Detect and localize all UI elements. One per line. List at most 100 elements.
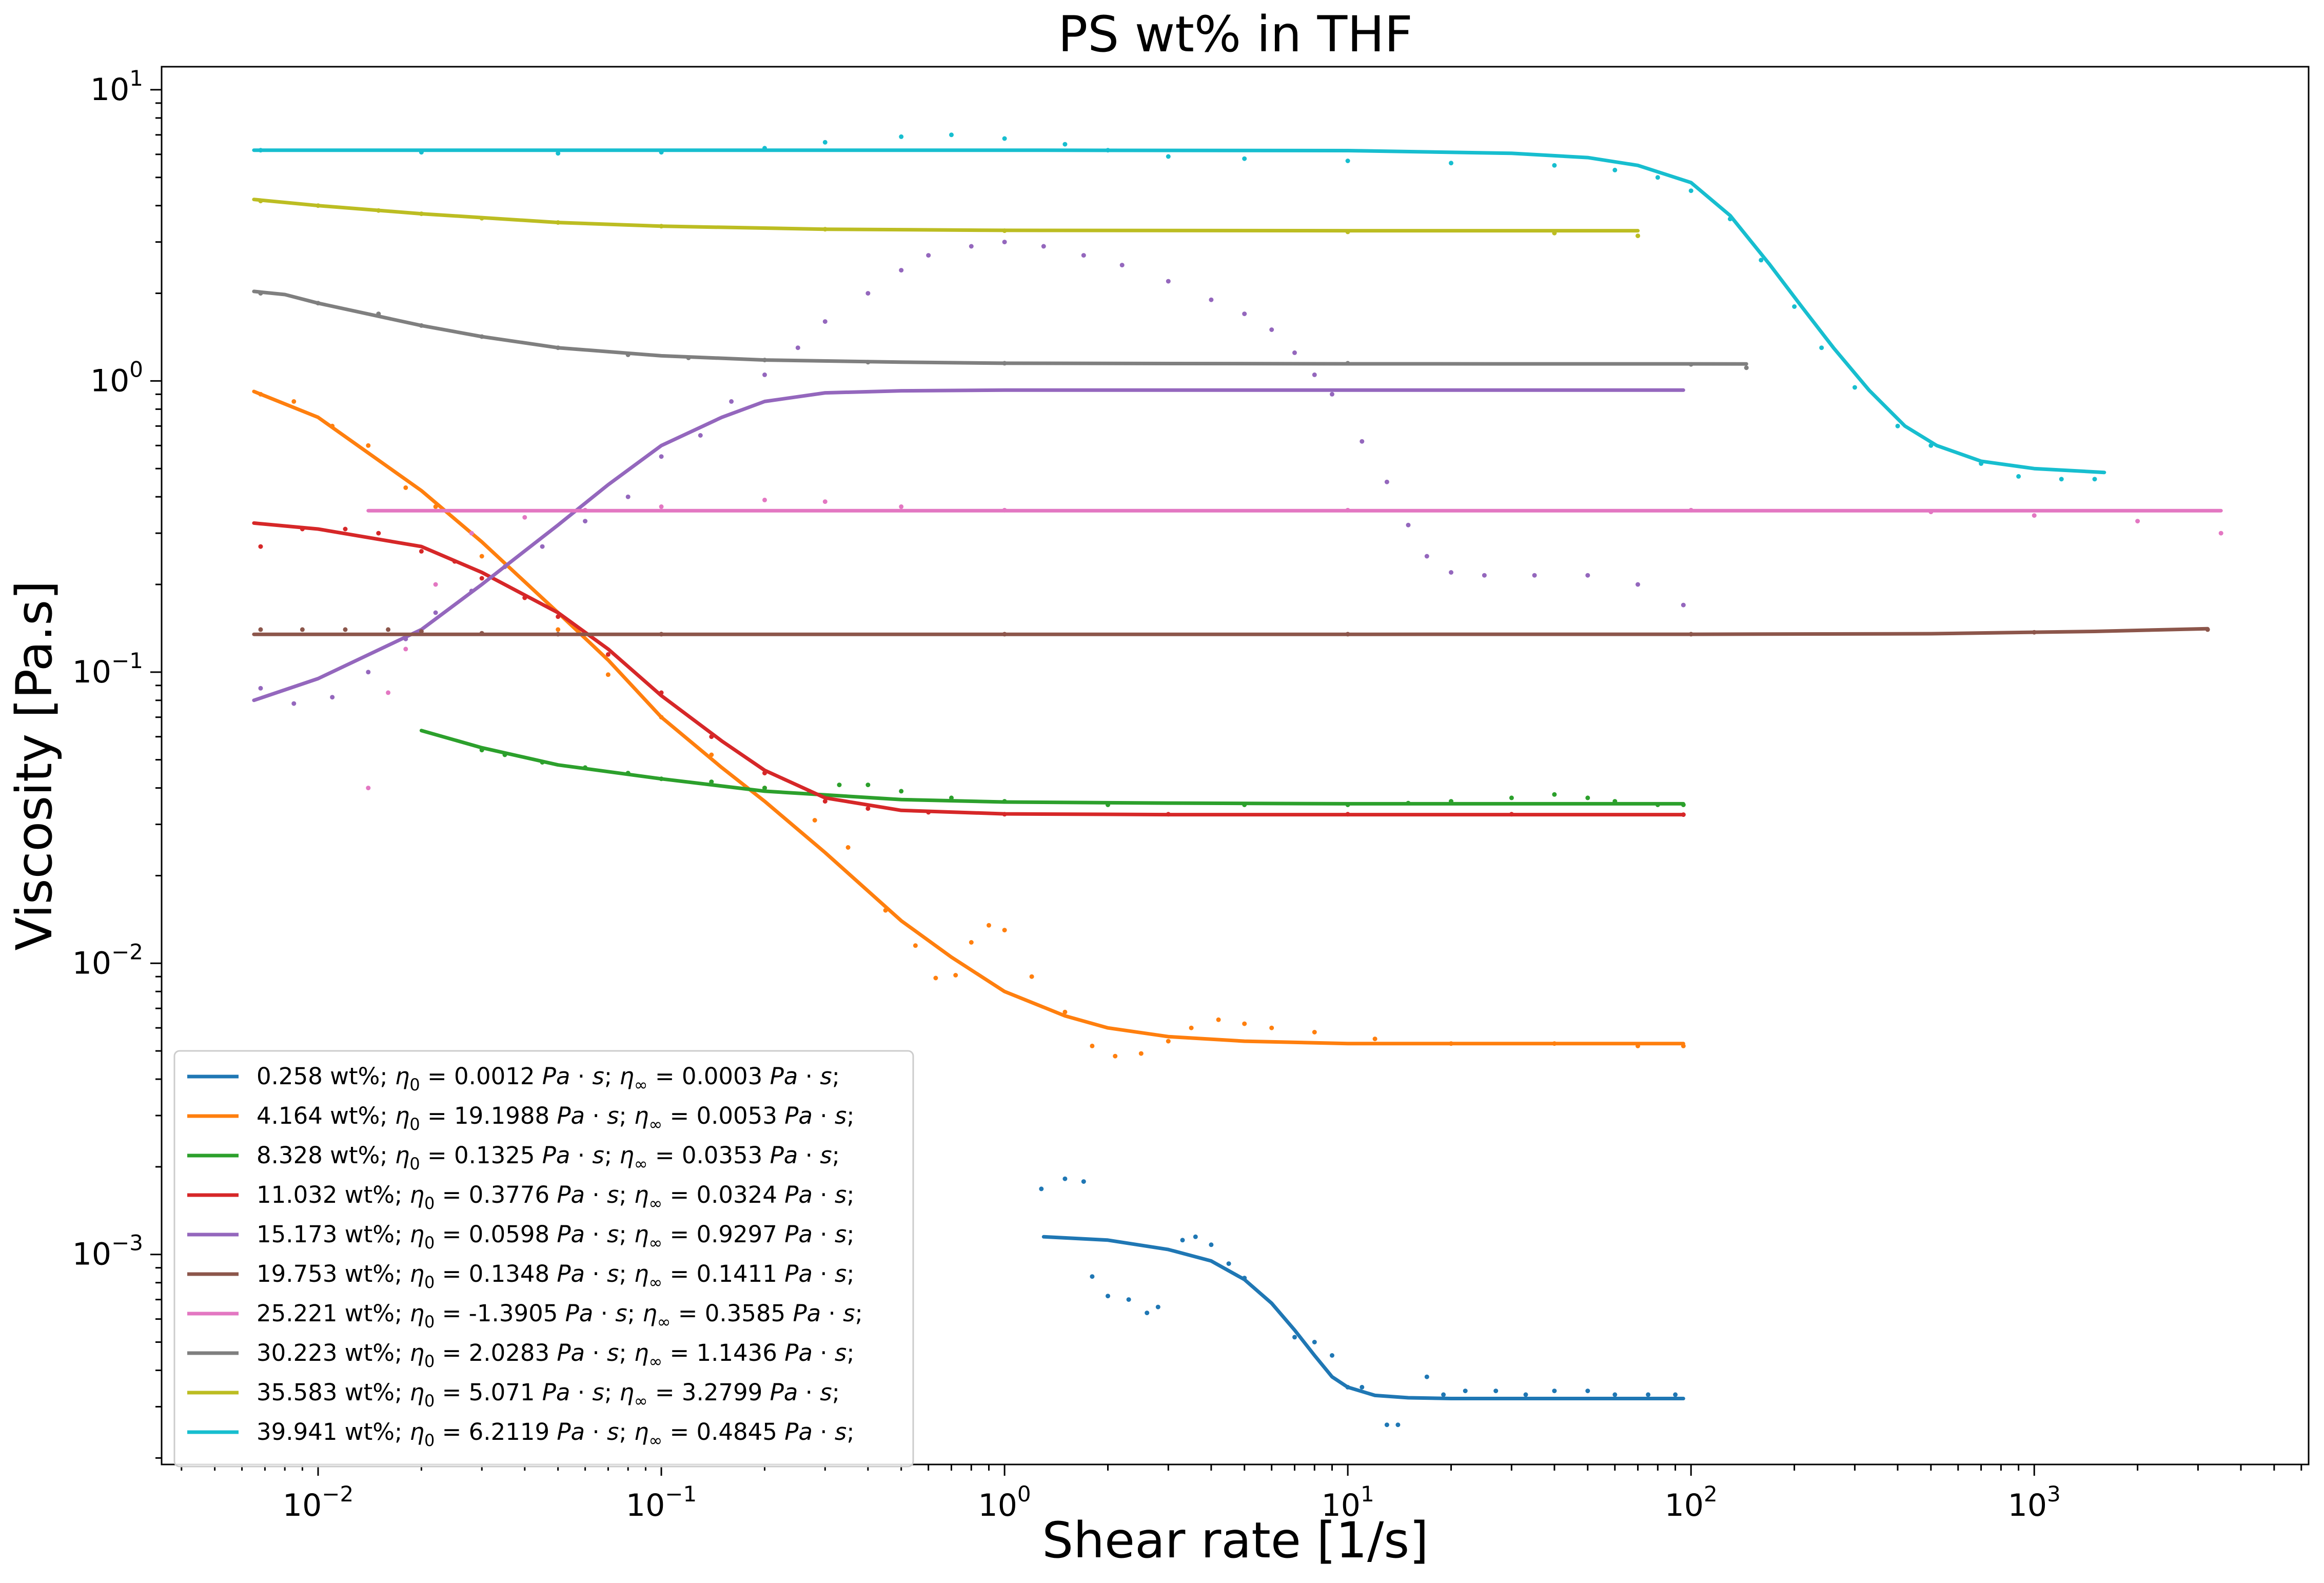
series-3 [252,521,1686,817]
data-point [2032,513,2037,518]
data-point [1062,142,1068,147]
series-0-fit-line [1041,1235,1685,1400]
data-point [386,627,391,632]
data-point [1312,1340,1317,1344]
data-point [837,783,842,788]
data-point [1242,311,1247,317]
data-point [1330,392,1334,397]
x-tick-label: 102 [1665,1481,1718,1523]
data-point [1041,244,1046,249]
series-2-fit-line [419,729,1685,806]
data-point [1216,1017,1221,1022]
data-point [762,786,767,791]
data-point [913,943,918,948]
data-point [1655,175,1660,180]
data-point [899,504,904,509]
data-point [376,531,381,536]
data-point [1424,1374,1429,1379]
data-point [258,627,263,632]
data-point [1532,573,1537,578]
data-point [403,647,408,652]
x-tick-label: 10−1 [626,1481,697,1523]
data-point [822,319,828,324]
y-tick-label: 100 [90,357,143,399]
data-point [1681,602,1686,608]
data-point [1166,154,1171,159]
legend-item: 25.221 wt%; η0 = -1.3905 Pa · s; η∞ = 0.… [187,1300,863,1332]
data-point [522,515,527,520]
y-tick-label: 101 [90,66,143,108]
axes-frame [161,66,2310,1465]
data-point [698,433,703,438]
data-point [258,544,263,549]
legend-label: 8.328 wt%; η0 = 0.1325 Pa · s; η∞ = 0.03… [257,1142,840,1174]
data-point [403,485,408,490]
data-point [1449,570,1453,575]
series-7 [252,289,1749,370]
data-point [540,544,545,549]
data-point [1155,1304,1160,1310]
legend-item: 11.032 wt%; η0 = 0.3776 Pa · s; η∞ = 0.0… [187,1181,855,1213]
data-point [343,526,348,532]
series-5-fit-line [252,627,2210,636]
data-point [659,454,664,459]
data-point [1029,974,1034,979]
series-9 [252,132,2106,482]
data-point [865,806,871,811]
y-tick-label: 10−2 [72,939,143,981]
data-point [1585,795,1590,800]
data-point [419,549,424,554]
data-point [1269,327,1274,332]
data-point [865,291,871,296]
data-point [1744,365,1749,370]
data-point [556,151,561,156]
data-point [969,244,974,249]
data-point [469,531,474,536]
data-point [386,690,391,695]
data-point [1145,1311,1150,1316]
legend-item: 30.223 wt%; η0 = 2.0283 Pa · s; η∞ = 1.1… [187,1339,855,1371]
series-0 [1039,1176,1685,1428]
y-tick-label: 10−3 [72,1230,143,1273]
legend-item: 0.258 wt%; η0 = 0.0012 Pa · s; η∞ = 0.00… [187,1063,840,1095]
data-point [1395,1422,1401,1428]
data-point [1636,582,1640,587]
data-point [969,940,974,945]
data-point [1002,240,1007,245]
legend-label: 30.223 wt%; η0 = 2.0283 Pa · s; η∞ = 1.1… [257,1339,855,1371]
data-point [433,582,438,587]
x-tick-label: 101 [1322,1481,1374,1523]
data-point [1209,1242,1214,1247]
legend-item: 4.164 wt%; η0 = 19.1988 Pa · s; η∞ = 0.0… [187,1102,855,1134]
data-point [605,672,610,677]
data-point [366,443,371,448]
data-point [1312,1030,1317,1034]
series-2 [419,729,1686,807]
data-point [1242,156,1247,161]
data-point [1138,1051,1144,1056]
legend-label: 25.221 wt%; η0 = -1.3905 Pa · s; η∞ = 0.… [257,1300,863,1332]
data-point [1482,573,1487,578]
data-point [1759,258,1764,263]
data-point [556,627,561,632]
data-point [822,799,828,804]
data-point [1636,233,1640,239]
data-point [479,576,484,581]
legend-item: 15.173 wt%; η0 = 0.0598 Pa · s; η∞ = 0.9… [187,1221,855,1253]
data-point [1189,1025,1194,1030]
legend-label: 15.173 wt%; η0 = 0.0598 Pa · s; η∞ = 0.9… [257,1221,855,1253]
data-point [1039,1186,1044,1191]
series-1-fit-line [252,389,1685,1046]
data-point [625,494,631,499]
data-point [899,789,904,794]
data-point [1002,928,1007,933]
data-point [291,701,297,706]
data-point [762,497,767,502]
series-8 [252,198,1640,239]
series-3-fit-line [252,521,1685,817]
data-point [1126,1297,1131,1302]
data-point [1895,423,1900,428]
data-point [1585,573,1590,578]
legend-item: 35.583 wt%; η0 = 5.071 Pa · s; η∞ = 3.27… [187,1379,840,1411]
